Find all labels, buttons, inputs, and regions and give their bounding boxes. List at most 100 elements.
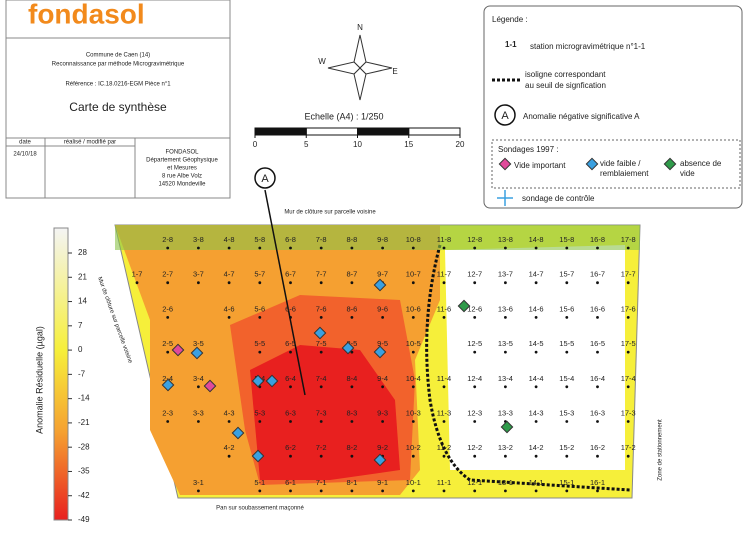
station-label: 15-4: [559, 374, 574, 383]
station: [411, 454, 415, 458]
station: [350, 489, 354, 493]
station-label: 3-8: [193, 235, 204, 244]
colorbar-label: Anomalie Résiduelle (µgal): [34, 326, 44, 434]
station-label: 6-6: [285, 304, 296, 313]
station-label: 15-2: [559, 443, 574, 452]
legend-anomaly-symbol: A: [501, 110, 509, 122]
station-label: 5-6: [254, 304, 265, 313]
station-label: 2-6: [162, 304, 173, 313]
legend-title: Légende :: [492, 15, 528, 24]
station: [381, 316, 384, 319]
station: [626, 246, 630, 250]
station-label: 17-8: [621, 235, 636, 244]
station-label: 11-6: [437, 304, 451, 313]
station-label: 3-3: [193, 408, 204, 417]
colorbar-tick-label: 7: [78, 321, 83, 330]
sondages-title: Sondages 1997 :: [498, 145, 559, 154]
station: [258, 281, 262, 285]
station: [258, 489, 262, 493]
station: [258, 420, 262, 423]
sondage: [203, 379, 217, 393]
station: [381, 420, 384, 423]
station-label: 7-1: [316, 478, 327, 487]
station-label: 9-2: [377, 443, 388, 452]
station-label: 14-6: [529, 304, 544, 313]
station: [596, 385, 599, 389]
station: [534, 246, 538, 250]
station-label: 14-8: [529, 235, 544, 244]
date: 24/10/18: [13, 152, 37, 158]
station-label: 9-5: [377, 339, 388, 348]
station-label: 11-4: [437, 374, 451, 383]
west: W: [318, 57, 326, 66]
zone-label: Zone de stationnement: [658, 419, 664, 481]
station-label: 6-2: [285, 443, 296, 452]
legend-controle: sondage de contrôle: [522, 194, 595, 203]
station: [442, 246, 446, 250]
station: [473, 246, 477, 250]
station: [166, 316, 170, 319]
station: [596, 420, 599, 423]
station: [350, 350, 354, 354]
station-label: 7-5: [316, 339, 327, 348]
station: [504, 489, 507, 493]
station-label: 10-7: [406, 270, 421, 279]
station: [504, 316, 507, 319]
station-label: 8-2: [346, 443, 357, 452]
company-line: 8 rue Albe Volz: [162, 174, 202, 180]
station-label: 12-2: [467, 443, 482, 452]
station: [197, 246, 200, 250]
station-label: 10-5: [406, 339, 421, 348]
station: [442, 281, 446, 285]
station-label: 17-2: [621, 443, 636, 452]
station-label: 15-5: [559, 339, 574, 348]
station: [319, 385, 323, 389]
scale-segment: [254, 127, 307, 136]
station-label: 11-2: [437, 443, 451, 452]
station: [565, 281, 569, 285]
scale-tick-label: 20: [456, 140, 465, 149]
station-label: 9-7: [377, 270, 388, 279]
legend-vide: Vide important: [514, 161, 566, 170]
station: [411, 281, 415, 285]
station: [197, 420, 200, 423]
station: [227, 454, 231, 458]
station-label: 14-3: [529, 408, 544, 417]
station: [442, 316, 446, 319]
col-modif: réalisé / modifié par: [64, 140, 116, 146]
station-label: 14-7: [529, 270, 544, 279]
station: [504, 350, 507, 354]
legend-isoline: au seuil de signfication: [525, 81, 606, 90]
company-line: Département Géophysique: [146, 158, 218, 164]
scale-segment: [305, 127, 358, 136]
station-label: 10-1: [406, 478, 421, 487]
scale-segment: [357, 127, 410, 136]
station: [473, 385, 477, 389]
station-label: 6-8: [285, 235, 296, 244]
company-line: FONDASOL: [165, 150, 199, 156]
station: [258, 246, 262, 250]
station-label: 4-6: [224, 304, 235, 313]
station: [319, 350, 323, 354]
commune: Commune de Caen (14): [86, 53, 150, 59]
station-label: 9-3: [377, 408, 388, 417]
wall-top: Mur de clôture sur parcelle voisine: [284, 210, 376, 216]
station-label: 13-1: [498, 478, 513, 487]
station-label: 7-7: [316, 270, 327, 279]
station-label: 12-3: [467, 408, 482, 417]
station: [319, 420, 323, 423]
station: [442, 454, 446, 458]
station-label: 14-5: [529, 339, 544, 348]
anomaly-label: A: [261, 173, 269, 185]
station: [534, 281, 538, 285]
colorbar-tick-label: -28: [78, 442, 90, 451]
station-label: 17-6: [621, 304, 636, 313]
station: [442, 489, 446, 493]
sondage: [251, 374, 265, 388]
east: E: [392, 67, 397, 76]
scale-tick-label: 5: [304, 140, 309, 149]
station: [534, 316, 538, 319]
sondage: [231, 426, 245, 440]
station-label: 16-1: [590, 478, 605, 487]
title: Carte de synthèse: [69, 100, 167, 114]
